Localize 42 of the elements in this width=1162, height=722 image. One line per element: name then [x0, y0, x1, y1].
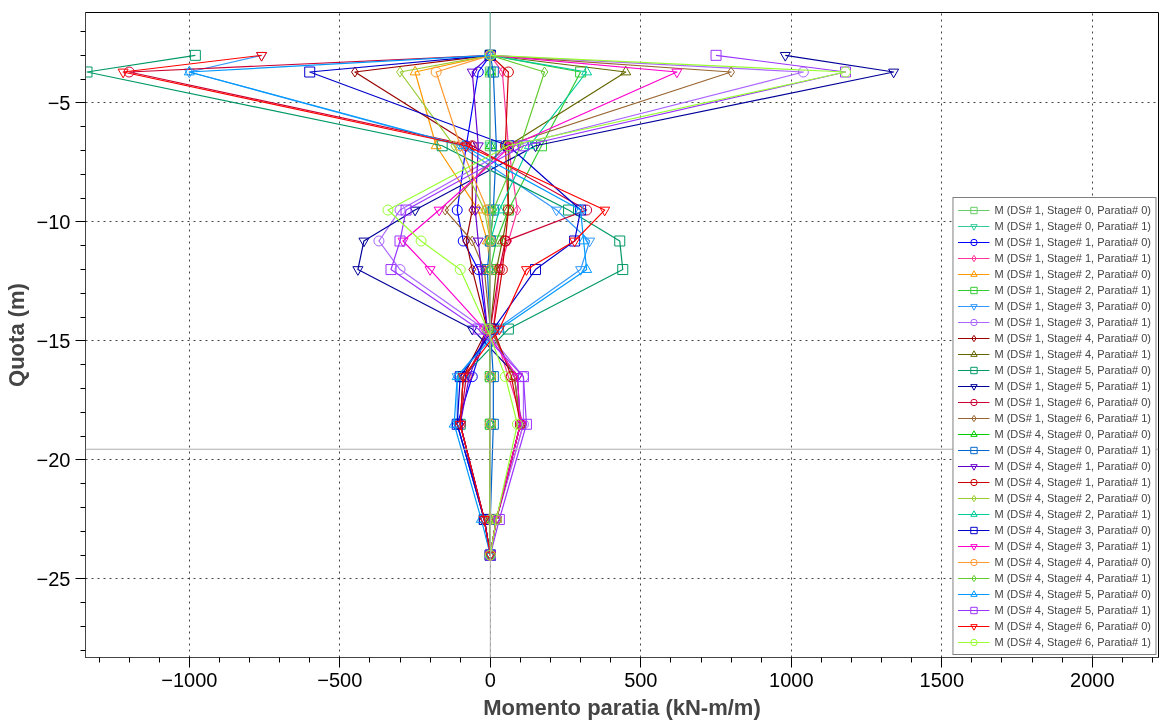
legend-label: M (DS# 4, Stage# 0, Paratia# 0) [994, 427, 1151, 442]
legend-label: M (DS# 4, Stage# 5, Paratia# 1) [994, 603, 1151, 618]
legend-label: M (DS# 4, Stage# 3, Paratia# 0) [994, 523, 1151, 538]
legend-label: M (DS# 1, Stage# 3, Paratia# 1) [994, 315, 1151, 330]
legend-label: M (DS# 1, Stage# 5, Paratia# 0) [994, 363, 1151, 378]
x-axis-title: Momento paratia (kN-m/m) [483, 694, 761, 720]
legend-label: M (DS# 1, Stage# 1, Paratia# 1) [994, 251, 1151, 266]
x-tick-label: 2000 [1070, 668, 1115, 691]
legend-label: M (DS# 1, Stage# 2, Paratia# 0) [994, 267, 1151, 282]
legend-label: M (DS# 4, Stage# 2, Paratia# 1) [994, 507, 1151, 522]
legend-label: M (DS# 1, Stage# 0, Paratia# 1) [994, 219, 1151, 234]
legend-label: M (DS# 4, Stage# 0, Paratia# 1) [994, 443, 1151, 458]
legend-label: M (DS# 1, Stage# 5, Paratia# 1) [994, 379, 1151, 394]
legend-label: M (DS# 4, Stage# 1, Paratia# 1) [994, 475, 1151, 490]
legend-label: M (DS# 4, Stage# 2, Paratia# 0) [994, 491, 1151, 506]
x-tick-label: 500 [624, 668, 658, 691]
legend-label: M (DS# 1, Stage# 6, Paratia# 1) [994, 411, 1151, 426]
x-tick-label: 0 [484, 668, 496, 691]
legend-label: M (DS# 4, Stage# 3, Paratia# 1) [994, 539, 1151, 554]
legend-label: M (DS# 1, Stage# 2, Paratia# 1) [994, 283, 1151, 298]
legend-label: M (DS# 4, Stage# 5, Paratia# 0) [994, 587, 1151, 602]
x-tick-label: 1500 [919, 668, 965, 691]
legend-label: M (DS# 1, Stage# 0, Paratia# 0) [994, 203, 1151, 218]
y-tick-label: −20 [36, 448, 71, 471]
legend-label: M (DS# 1, Stage# 6, Paratia# 0) [994, 395, 1151, 410]
legend-label: M (DS# 1, Stage# 4, Paratia# 1) [994, 347, 1151, 362]
legend-label: M (DS# 4, Stage# 6, Paratia# 1) [994, 635, 1151, 650]
legend-label: M (DS# 4, Stage# 4, Paratia# 0) [994, 555, 1151, 570]
legend-label: M (DS# 4, Stage# 1, Paratia# 0) [994, 459, 1151, 474]
legend-label: M (DS# 1, Stage# 1, Paratia# 0) [994, 235, 1151, 250]
y-tick-label: −15 [36, 329, 71, 352]
legend-label: M (DS# 1, Stage# 3, Paratia# 0) [994, 299, 1151, 314]
x-tick-label: −500 [317, 668, 363, 691]
y-axis-title: Quota (m) [3, 283, 29, 387]
y-tick-label: −25 [36, 567, 71, 590]
x-tick-label: 1000 [769, 668, 814, 691]
y-tick-label: −5 [47, 91, 71, 114]
legend-label: M (DS# 4, Stage# 4, Paratia# 1) [994, 571, 1151, 586]
x-tick-label: −1000 [161, 668, 218, 691]
y-tick-label: −10 [36, 210, 71, 233]
legend-label: M (DS# 4, Stage# 6, Paratia# 0) [994, 619, 1151, 634]
legend-label: M (DS# 1, Stage# 4, Paratia# 0) [994, 331, 1151, 346]
